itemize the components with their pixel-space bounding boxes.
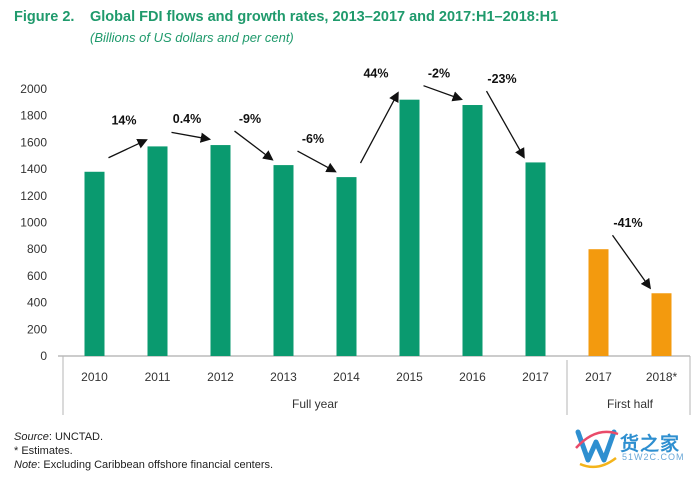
growth-label: 14% <box>111 113 136 127</box>
source-label: Source <box>14 431 49 443</box>
watermark-domain: 51W2C.COM <box>622 452 685 462</box>
group-label: Full year <box>292 397 338 411</box>
bar <box>210 145 231 356</box>
bar <box>525 162 546 356</box>
y-tick-label: 1800 <box>20 109 47 123</box>
watermark-swoosh-red <box>575 430 619 449</box>
bar <box>84 171 105 356</box>
y-tick-label: 2000 <box>20 82 47 96</box>
bar <box>336 177 357 356</box>
x-tick-label: 2017 <box>522 370 549 384</box>
watermark-swoosh-yellow <box>579 457 617 469</box>
growth-arrow <box>297 150 337 173</box>
bar <box>147 146 168 356</box>
growth-arrow <box>611 234 652 290</box>
y-tick-label: 1000 <box>20 216 47 230</box>
x-tick-label: 2017 <box>585 370 612 384</box>
growth-label: -6% <box>302 132 324 146</box>
x-tick-label: 2016 <box>459 370 486 384</box>
growth-arrow <box>171 131 212 143</box>
growth-label: -23% <box>487 72 516 86</box>
x-tick-label: 2013 <box>270 370 297 384</box>
footnotes: Source: UNCTAD. * Estimates. Note: Exclu… <box>14 430 273 472</box>
growth-arrow <box>485 90 525 159</box>
y-tick-label: 200 <box>27 322 47 336</box>
growth-arrow <box>234 130 274 161</box>
bar <box>273 165 294 356</box>
growth-label: 0.4% <box>173 112 202 126</box>
x-tick-label: 2018* <box>646 370 678 384</box>
note-text: : Excluding Caribbean offshore financial… <box>37 459 274 471</box>
growth-arrow <box>423 85 463 102</box>
y-tick-label: 600 <box>27 269 47 283</box>
growth-label: -2% <box>428 67 450 81</box>
source-text: : UNCTAD. <box>48 431 104 443</box>
growth-arrow <box>359 91 399 164</box>
growth-label: -9% <box>239 112 261 126</box>
growth-arrow <box>108 139 148 159</box>
watermark-logo <box>575 429 619 469</box>
watermark-w-icon <box>575 429 617 463</box>
x-tick-label: 2012 <box>207 370 234 384</box>
growth-label: 44% <box>363 67 388 81</box>
y-tick-label: 0 <box>40 349 47 363</box>
fdi-bar-chart: 0 200 400 600 800 1000 1200 1400 1600 1800 2000 201… <box>20 67 691 415</box>
bar <box>651 293 672 356</box>
watermark-brand: 货之家 <box>620 434 681 455</box>
exclusion-note: Note: Excluding Caribbean offshore finan… <box>14 458 273 472</box>
y-tick-label: 1600 <box>20 135 47 149</box>
y-tick-label: 1200 <box>20 189 47 203</box>
bar <box>588 249 609 356</box>
chart-title: Global FDI flows and growth rates, 2013–… <box>90 9 559 25</box>
x-tick-label: 2011 <box>145 370 171 384</box>
group-label: First half <box>607 397 654 411</box>
note-label: Note <box>14 459 38 471</box>
source-note: Source: UNCTAD. <box>14 430 273 444</box>
y-tick-label: 400 <box>27 296 47 310</box>
chart-subtitle: (Billions of US dollars and per cent) <box>90 30 294 45</box>
x-tick-label: 2014 <box>333 370 360 384</box>
y-tick-label: 1400 <box>20 162 47 176</box>
x-tick-label: 2010 <box>81 370 108 384</box>
bar <box>399 99 420 357</box>
growth-label: -41% <box>613 216 642 230</box>
y-tick-label: 800 <box>27 242 47 256</box>
figure-label: Figure 2. <box>14 9 75 25</box>
bar <box>462 105 483 357</box>
x-tick-label: 2015 <box>396 370 423 384</box>
estimates-note: * Estimates. <box>14 445 73 457</box>
